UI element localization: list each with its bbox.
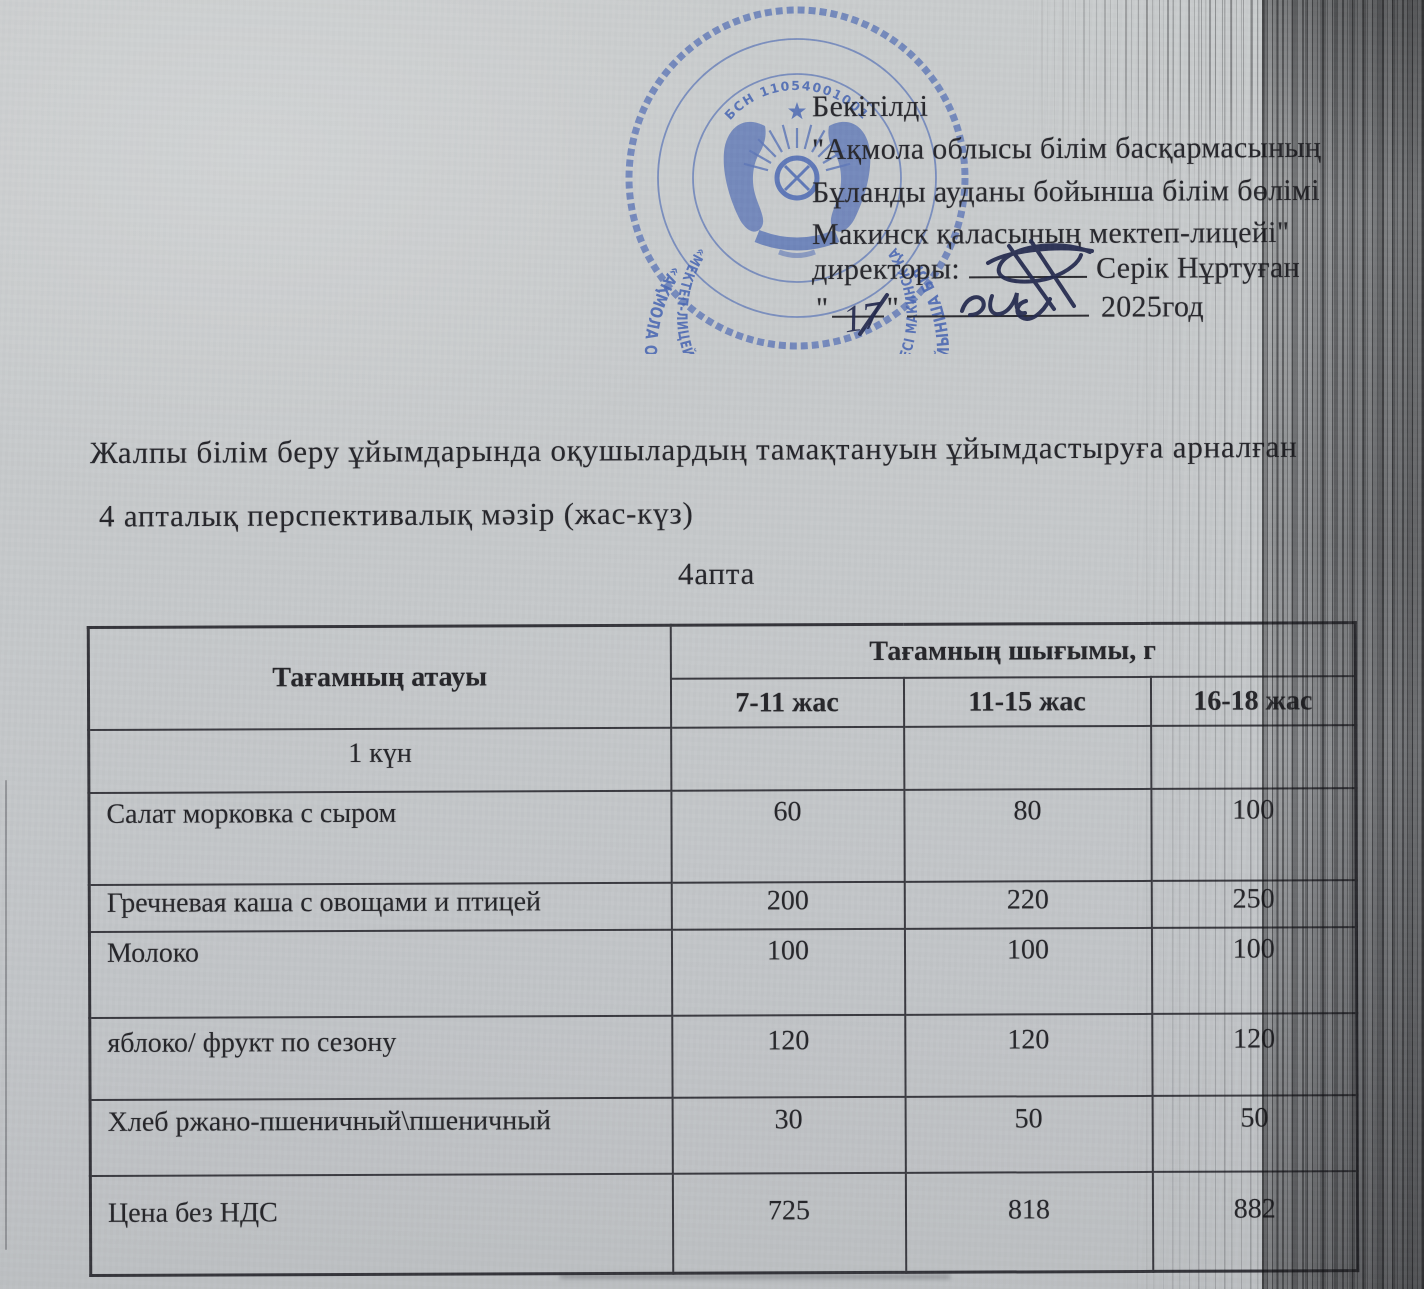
empty-cell [670,726,904,791]
col-header-age-7-11: 7-11 жас [670,677,904,728]
portion-7-11: 100 [671,928,905,1016]
scan-line-left-edge [5,780,7,1250]
signature-line [968,251,1088,279]
document-title-line-1: Жалпы білім беру ұйымдарында оқушылардың… [89,428,1298,471]
emblem-horse-right [828,121,871,232]
day-label: 1 күн [88,727,671,793]
price-16-18: 882 [1152,1171,1358,1272]
date-quote-open: " [815,291,829,325]
dish-name: яблоко/ фрукт по сезону [89,1015,673,1100]
emblem-star-icon [788,102,806,120]
official-round-stamp: «АҚМОЛА ОБЛЫСЫ БІЛІМ БАСҚАРМАСЫНЫҢ БҰЛАН… [625,6,969,354]
table-row: Салат морковка с сыром 60 80 100 [88,788,1357,885]
price-11-15: 818 [905,1171,1153,1273]
approval-org-line-3: Макинск қаласының мектеп-лицейі" [811,215,1290,252]
portion-16-18: 100 [1150,788,1357,881]
director-label: директоры: [811,252,961,287]
portion-7-11: 30 [672,1096,906,1174]
table-row: Цена без НДС 725 818 882 [90,1171,1358,1276]
emblem-horse-left [723,121,766,232]
table-row: Хлеб ржано-пшеничный\пшеничный 30 50 50 [90,1095,1358,1176]
table-row: Молоко 100 100 100 [89,927,1357,1018]
approval-label: Бекітілді [811,89,929,124]
date-quote-close: " [886,291,900,325]
week-label: 4апта [677,555,756,592]
director-name: Серік Нұртуған [1095,250,1301,285]
table-header-row-1: Тағамның атауы Тағамның шығымы, г [88,622,1356,730]
portion-16-18: 250 [1151,880,1357,928]
col-header-age-16-18: 16-18 жас [1150,676,1356,726]
portion-7-11: 120 [671,1014,906,1098]
dish-name: Салат морковка с сыром [88,790,672,885]
dish-name: Гречневая каша с овощами и птицей [89,882,672,932]
approval-org-line-2: Бұланды ауданы бойынша білім бөлімі [811,173,1320,210]
table-row: яблоко/ фрукт по сезону 120 120 120 [89,1013,1358,1100]
director-line: директоры: Серік Нұртуған [812,251,1300,287]
col-header-dish-name: Тағамның атауы [88,625,671,730]
document-title-line-2: 4 апталық перспективалық мәзір (жас-күз) [98,495,694,534]
col-header-output-group: Тағамның шығымы, г [670,622,1356,679]
menu-table: Тағамның атауы Тағамның шығымы, г 7-11 ж… [86,621,1360,1277]
day-section-row: 1 күн [88,725,1356,793]
col-header-age-11-15: 11-15 жас [903,676,1151,727]
price-label: Цена без НДС [90,1173,673,1276]
date-line: " " 2025год [816,290,1204,326]
shanyrak-icon [774,155,820,201]
empty-cell [1150,725,1356,789]
portion-7-11: 200 [671,881,905,930]
emblem-banner [754,229,840,251]
portion-16-18: 100 [1151,927,1357,1014]
dish-name: Хлеб ржано-пшеничный\пшеничный [90,1097,673,1176]
dish-name: Молоко [89,929,672,1018]
empty-cell [903,725,1151,790]
portion-7-11: 60 [670,789,905,883]
portion-11-15: 50 [905,1095,1153,1173]
portion-11-15: 220 [904,880,1152,929]
portion-11-15: 100 [904,927,1152,1015]
portion-11-15: 80 [903,788,1152,882]
portion-16-18: 50 [1152,1095,1358,1172]
table-row: Гречневая каша с овощами и птицей 200 22… [89,880,1357,932]
portion-11-15: 120 [904,1013,1153,1097]
date-month-blank [907,290,1090,318]
price-7-11: 725 [672,1172,906,1274]
portion-16-18: 120 [1151,1013,1358,1096]
approval-org-line-1: "Ақмола облысы білім басқармасының [811,130,1322,167]
stamp-outer-dashed-ring [625,6,969,350]
date-year-label: 2025год [1100,290,1205,324]
kazakhstan-emblem [723,102,871,258]
date-day-blank [831,291,884,318]
